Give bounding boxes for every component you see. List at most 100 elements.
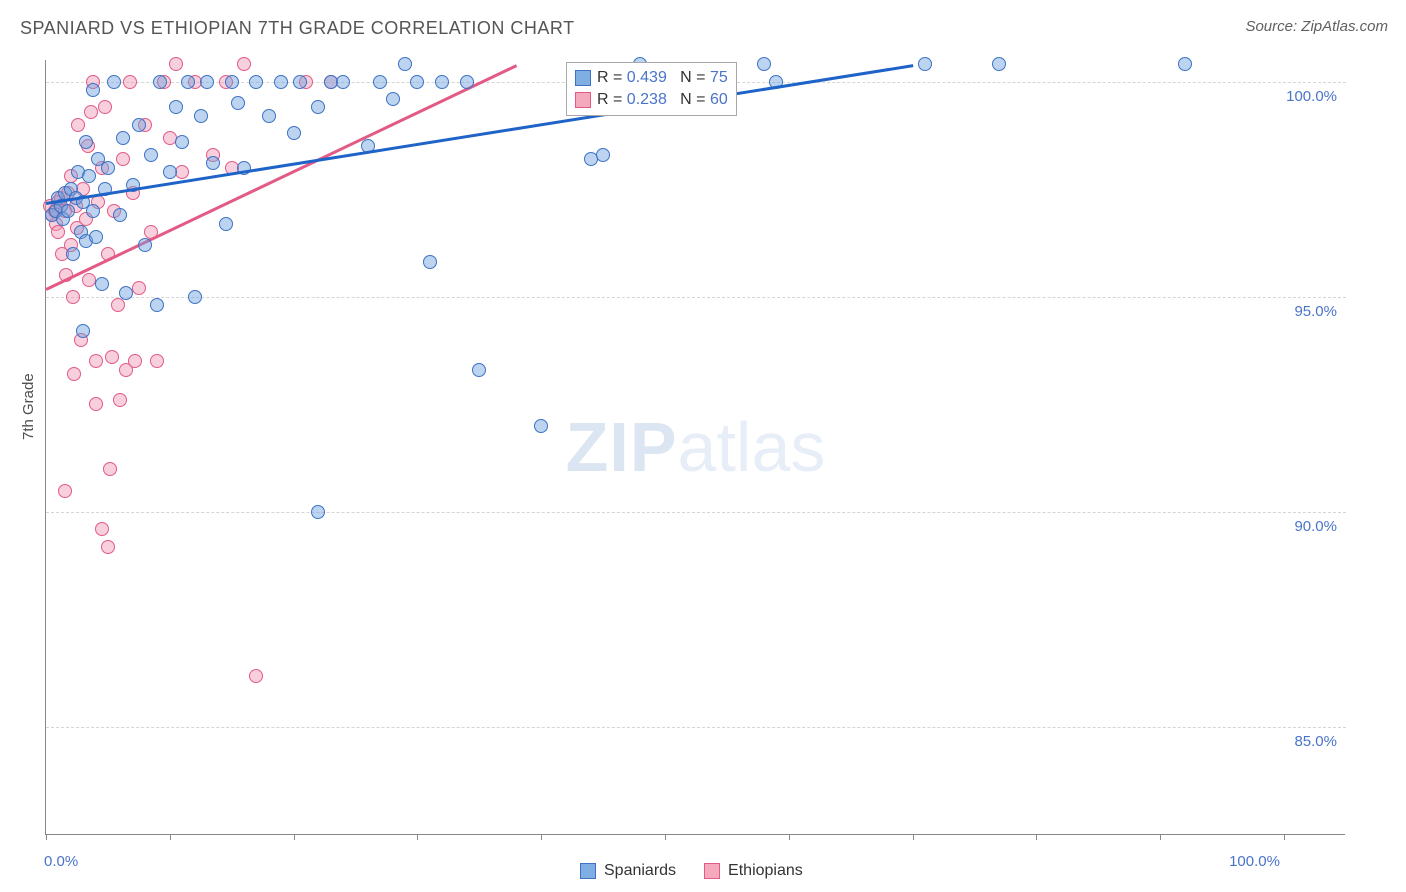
y-tick-label: 90.0% [1294,518,1337,535]
legend-swatch [575,70,591,86]
data-point-spaniard [107,75,121,89]
data-point-spaniard [1178,57,1192,71]
x-tick-label: 0.0% [44,853,78,870]
data-point-spaniard [153,75,167,89]
trend-line [45,64,517,290]
x-tick [789,834,790,840]
data-point-spaniard [113,208,127,222]
data-point-ethiopian [175,165,189,179]
data-point-spaniard [472,363,486,377]
legend-label: Ethiopians [728,862,803,880]
data-point-spaniard [150,298,164,312]
data-point-spaniard [293,75,307,89]
y-axis-label: 7th Grade [20,373,37,440]
data-point-spaniard [992,57,1006,71]
x-tick [170,834,171,840]
legend-label: Spaniards [604,862,676,880]
data-point-spaniard [534,419,548,433]
data-point-spaniard [311,100,325,114]
data-point-spaniard [460,75,474,89]
data-point-spaniard [373,75,387,89]
data-point-ethiopian [84,105,98,119]
data-point-spaniard [138,238,152,252]
data-point-ethiopian [116,152,130,166]
legend-swatch [575,92,591,108]
data-point-spaniard [79,135,93,149]
x-tick [541,834,542,840]
data-point-spaniard [66,247,80,261]
data-point-ethiopian [111,298,125,312]
x-tick [1160,834,1161,840]
data-point-spaniard [423,255,437,269]
data-point-spaniard [82,169,96,183]
data-point-ethiopian [67,367,81,381]
data-point-ethiopian [103,462,117,476]
plot-area: ZIPatlas 85.0%90.0%95.0%100.0%0.0%100.0%… [45,60,1345,835]
legend-bottom: Spaniards Ethiopians [580,862,803,880]
data-point-spaniard [95,277,109,291]
data-point-ethiopian [71,118,85,132]
data-point-spaniard [274,75,288,89]
x-tick-label: 100.0% [1229,853,1280,870]
data-point-spaniard [144,148,158,162]
data-point-spaniard [116,131,130,145]
data-point-ethiopian [58,484,72,498]
data-point-ethiopian [89,354,103,368]
data-point-spaniard [225,75,239,89]
data-point-spaniard [231,96,245,110]
data-point-spaniard [287,126,301,140]
data-point-spaniard [194,109,208,123]
data-point-spaniard [132,118,146,132]
data-point-spaniard [435,75,449,89]
data-point-spaniard [89,230,103,244]
data-point-spaniard [86,83,100,97]
data-point-spaniard [169,100,183,114]
y-tick-label: 85.0% [1294,733,1337,750]
legend-item: Spaniards [580,862,676,880]
data-point-spaniard [336,75,350,89]
x-tick [417,834,418,840]
y-tick-label: 100.0% [1286,88,1337,105]
data-point-ethiopian [113,393,127,407]
data-point-ethiopian [132,281,146,295]
legend-item: Ethiopians [704,862,803,880]
legend-row: R = 0.238 N = 60 [575,89,728,111]
legend-swatch [704,863,720,879]
x-tick [913,834,914,840]
data-point-spaniard [311,505,325,519]
plot-outer: ZIPatlas 85.0%90.0%95.0%100.0%0.0%100.0%… [45,60,1345,835]
data-point-ethiopian [128,354,142,368]
chart-title: SPANIARD VS ETHIOPIAN 7TH GRADE CORRELAT… [20,18,575,39]
x-tick [294,834,295,840]
data-point-ethiopian [105,350,119,364]
data-point-spaniard [200,75,214,89]
data-point-spaniard [76,324,90,338]
data-point-spaniard [101,161,115,175]
data-point-ethiopian [249,669,263,683]
data-point-spaniard [262,109,276,123]
legend-text: R = 0.238 N = 60 [597,91,728,109]
data-point-ethiopian [150,354,164,368]
data-point-spaniard [188,290,202,304]
y-tick-label: 95.0% [1294,303,1337,320]
x-tick [1036,834,1037,840]
data-point-ethiopian [95,522,109,536]
legend-swatch [580,863,596,879]
data-point-spaniard [386,92,400,106]
data-point-spaniard [206,156,220,170]
x-tick [1284,834,1285,840]
data-point-spaniard [181,75,195,89]
data-point-spaniard [175,135,189,149]
watermark: ZIPatlas [566,407,826,487]
data-point-spaniard [86,204,100,218]
data-point-spaniard [596,148,610,162]
data-point-spaniard [249,75,263,89]
gridline [46,512,1346,513]
x-tick [46,834,47,840]
data-point-spaniard [219,217,233,231]
data-point-ethiopian [101,540,115,554]
data-point-spaniard [61,204,75,218]
correlation-legend: R = 0.439 N = 75R = 0.238 N = 60 [566,62,737,116]
data-point-ethiopian [66,290,80,304]
data-point-ethiopian [237,57,251,71]
